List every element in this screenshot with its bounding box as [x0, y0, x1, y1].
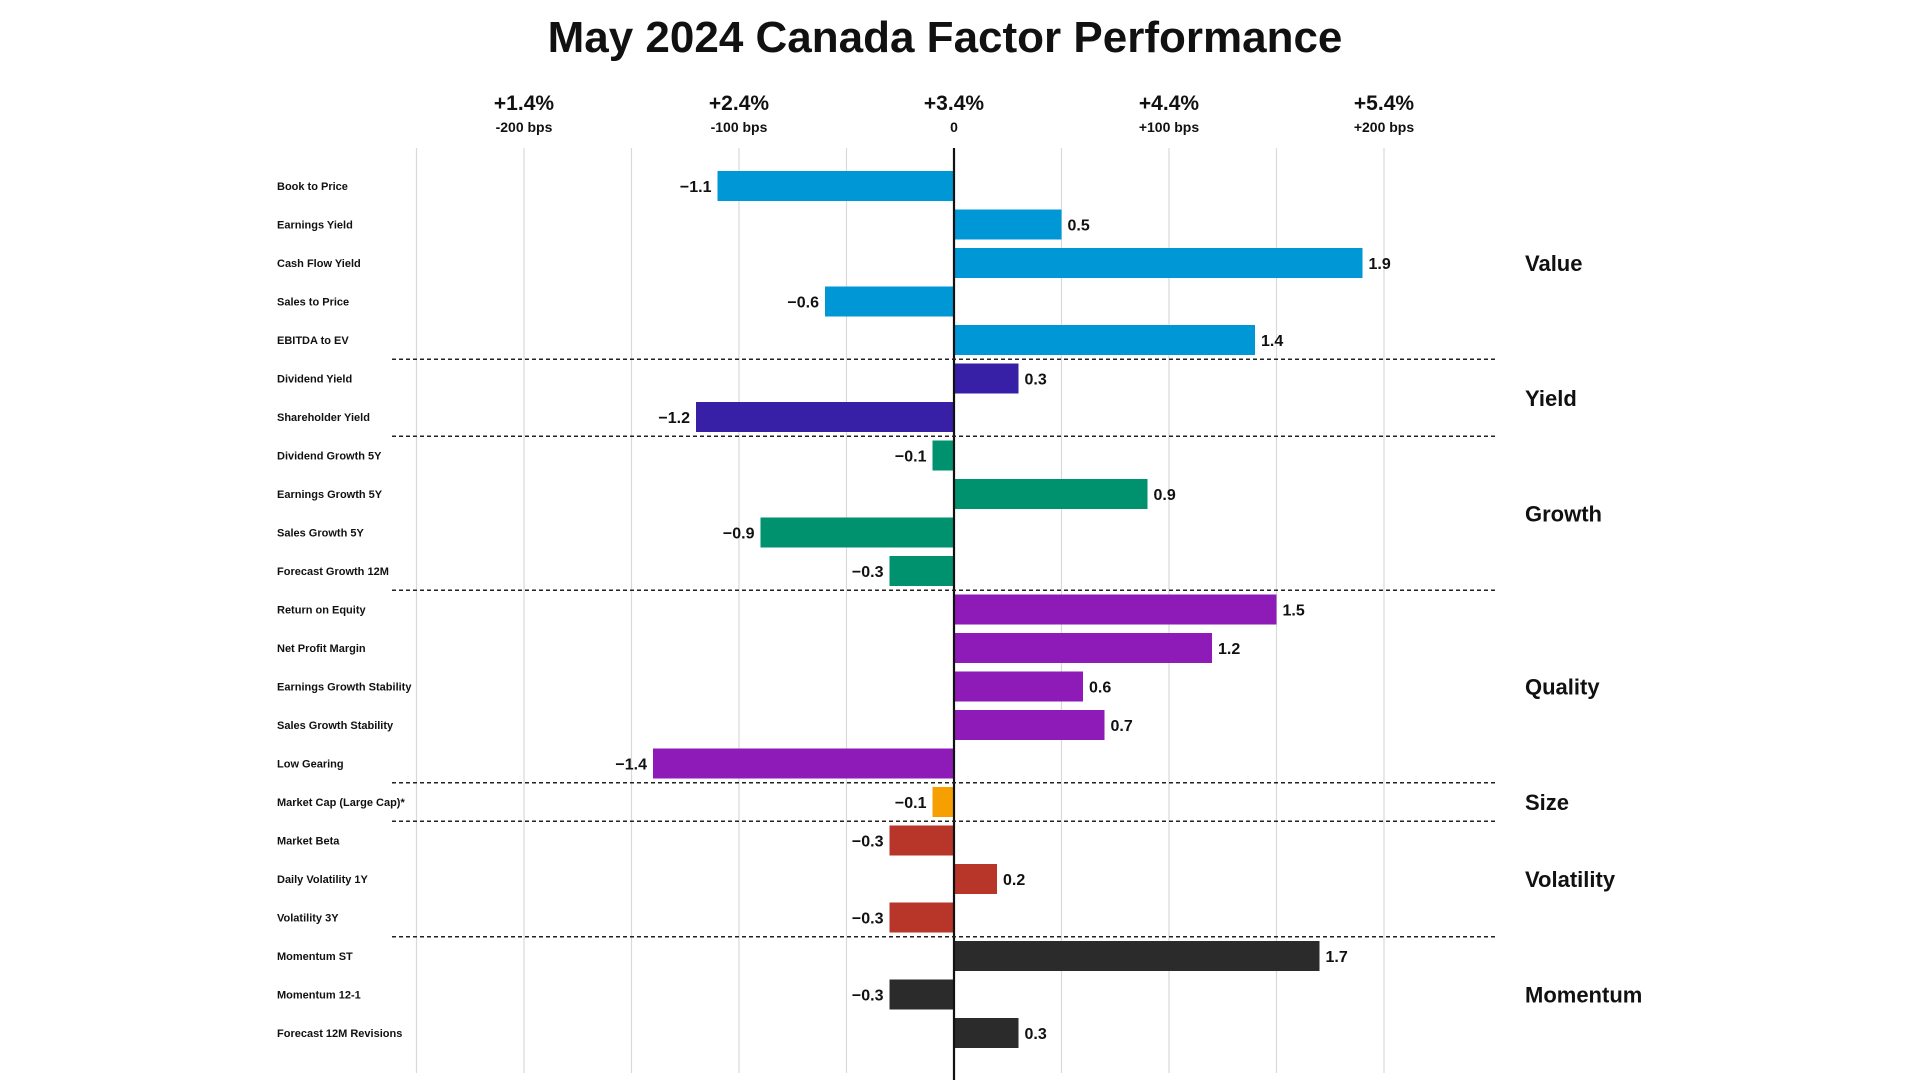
- factor-bar: [696, 402, 954, 432]
- factor-bar: [954, 710, 1105, 740]
- factor-label: Sales Growth Stability: [277, 720, 394, 732]
- x-tick-pct-label: +3.4%: [924, 92, 984, 115]
- bars: Book to Price −1.1 Earnings Yield 0.5 Cash F…: [277, 148, 1391, 1080]
- factor-bar: [954, 325, 1255, 355]
- factor-label: Dividend Yield: [277, 374, 352, 386]
- factor-bar: [954, 941, 1320, 971]
- x-tick-pct-label: +5.4%: [1354, 92, 1414, 115]
- factor-label: Market Cap (Large Cap)*: [277, 797, 405, 809]
- factor-bar: [954, 633, 1212, 663]
- data-label: −0.3: [852, 564, 884, 581]
- data-label: 1.4: [1261, 333, 1283, 350]
- x-tick-bps-label: 0: [950, 119, 958, 135]
- x-tick-bps-label: +100 bps: [1139, 119, 1200, 135]
- factor-label: Earnings Growth Stability: [277, 682, 412, 694]
- factor-label: Book to Price: [277, 181, 348, 193]
- data-label: −0.1: [895, 449, 927, 466]
- data-label: 1.7: [1326, 949, 1348, 966]
- x-tick-pct-label: +1.4%: [494, 92, 554, 115]
- factor-bar: [954, 248, 1363, 278]
- factor-label: Cash Flow Yield: [277, 258, 361, 270]
- factor-bar: [954, 864, 997, 894]
- group-label: Volatility: [1525, 867, 1616, 892]
- data-label: −0.3: [852, 911, 884, 928]
- x-tick-bps-label: +200 bps: [1354, 119, 1415, 135]
- data-label: 0.3: [1025, 372, 1047, 389]
- data-label: 0.9: [1154, 487, 1176, 504]
- factor-label: Daily Volatility 1Y: [277, 874, 369, 886]
- data-label: 1.9: [1369, 256, 1391, 273]
- group-label: Momentum: [1525, 983, 1642, 1008]
- data-label: 0.3: [1025, 1026, 1047, 1043]
- factor-bar: [954, 363, 1019, 394]
- data-label: −0.1: [895, 795, 927, 812]
- x-axis-labels: +1.4% -200 bps +2.4% -100 bps +3.4% 0 +4.4% +10…: [494, 92, 1414, 135]
- data-label: −1.1: [680, 179, 712, 196]
- data-label: 1.2: [1218, 641, 1240, 658]
- group-label: Quality: [1525, 675, 1600, 700]
- data-label: −1.4: [615, 757, 647, 774]
- group-label: Size: [1525, 790, 1569, 815]
- factor-bar: [889, 825, 954, 856]
- factor-label: Net Profit Margin: [277, 643, 366, 655]
- factor-label: Dividend Growth 5Y: [277, 451, 382, 463]
- data-label: −1.2: [658, 410, 690, 427]
- factor-label: Momentum ST: [277, 951, 353, 963]
- factor-label: EBITDA to EV: [277, 335, 349, 347]
- factor-label: Shareholder Yield: [277, 412, 370, 424]
- factor-label: Return on Equity: [277, 605, 366, 617]
- group-labels: Value Yield Growth Quality Size Volatility Mom…: [1525, 251, 1642, 1008]
- group-label: Value: [1525, 251, 1582, 276]
- factor-label: Sales Growth 5Y: [277, 528, 364, 540]
- data-label: 1.5: [1283, 603, 1305, 620]
- factor-bar: [954, 209, 1062, 240]
- data-label: 0.2: [1003, 872, 1025, 889]
- data-label: −0.3: [852, 988, 884, 1005]
- factor-label: Low Gearing: [277, 759, 344, 771]
- group-separators: [392, 358, 1495, 938]
- factor-bar: [954, 1018, 1019, 1048]
- data-label: −0.6: [787, 295, 819, 312]
- factor-bar: [932, 787, 954, 817]
- factor-bar: [825, 286, 954, 317]
- factor-bar: [954, 671, 1083, 702]
- data-label: 0.6: [1089, 680, 1111, 697]
- factor-label: Earnings Growth 5Y: [277, 489, 383, 501]
- x-tick-bps-label: -200 bps: [496, 119, 553, 135]
- data-label: −0.9: [723, 526, 755, 543]
- factor-bar: [717, 171, 954, 201]
- x-tick-pct-label: +4.4%: [1139, 92, 1199, 115]
- factor-label: Market Beta: [277, 836, 340, 848]
- data-label: 0.5: [1068, 218, 1090, 235]
- group-label: Growth: [1525, 501, 1602, 526]
- factor-bar: [954, 594, 1277, 625]
- factor-bar: [760, 517, 954, 548]
- factor-label: Momentum 12-1: [277, 990, 361, 1002]
- factor-label: Sales to Price: [277, 297, 349, 309]
- factor-label: Volatility 3Y: [277, 913, 339, 925]
- x-tick-pct-label: +2.4%: [709, 92, 769, 115]
- x-tick-bps-label: -100 bps: [711, 119, 768, 135]
- factor-bar: [889, 556, 954, 586]
- factor-label: Earnings Yield: [277, 220, 353, 232]
- data-label: −0.3: [852, 834, 884, 851]
- factor-bar: [889, 979, 954, 1010]
- factor-bar: [954, 479, 1148, 509]
- chart-title: May 2024 Canada Factor Performance: [548, 13, 1343, 62]
- factor-label: Forecast Growth 12M: [277, 566, 389, 578]
- group-label: Yield: [1525, 386, 1577, 411]
- factor-label: Forecast 12M Revisions: [277, 1028, 402, 1040]
- factor-bar: [653, 748, 954, 779]
- data-label: 0.7: [1111, 718, 1133, 735]
- factor-bar: [932, 440, 954, 471]
- factor-bar: [889, 902, 954, 933]
